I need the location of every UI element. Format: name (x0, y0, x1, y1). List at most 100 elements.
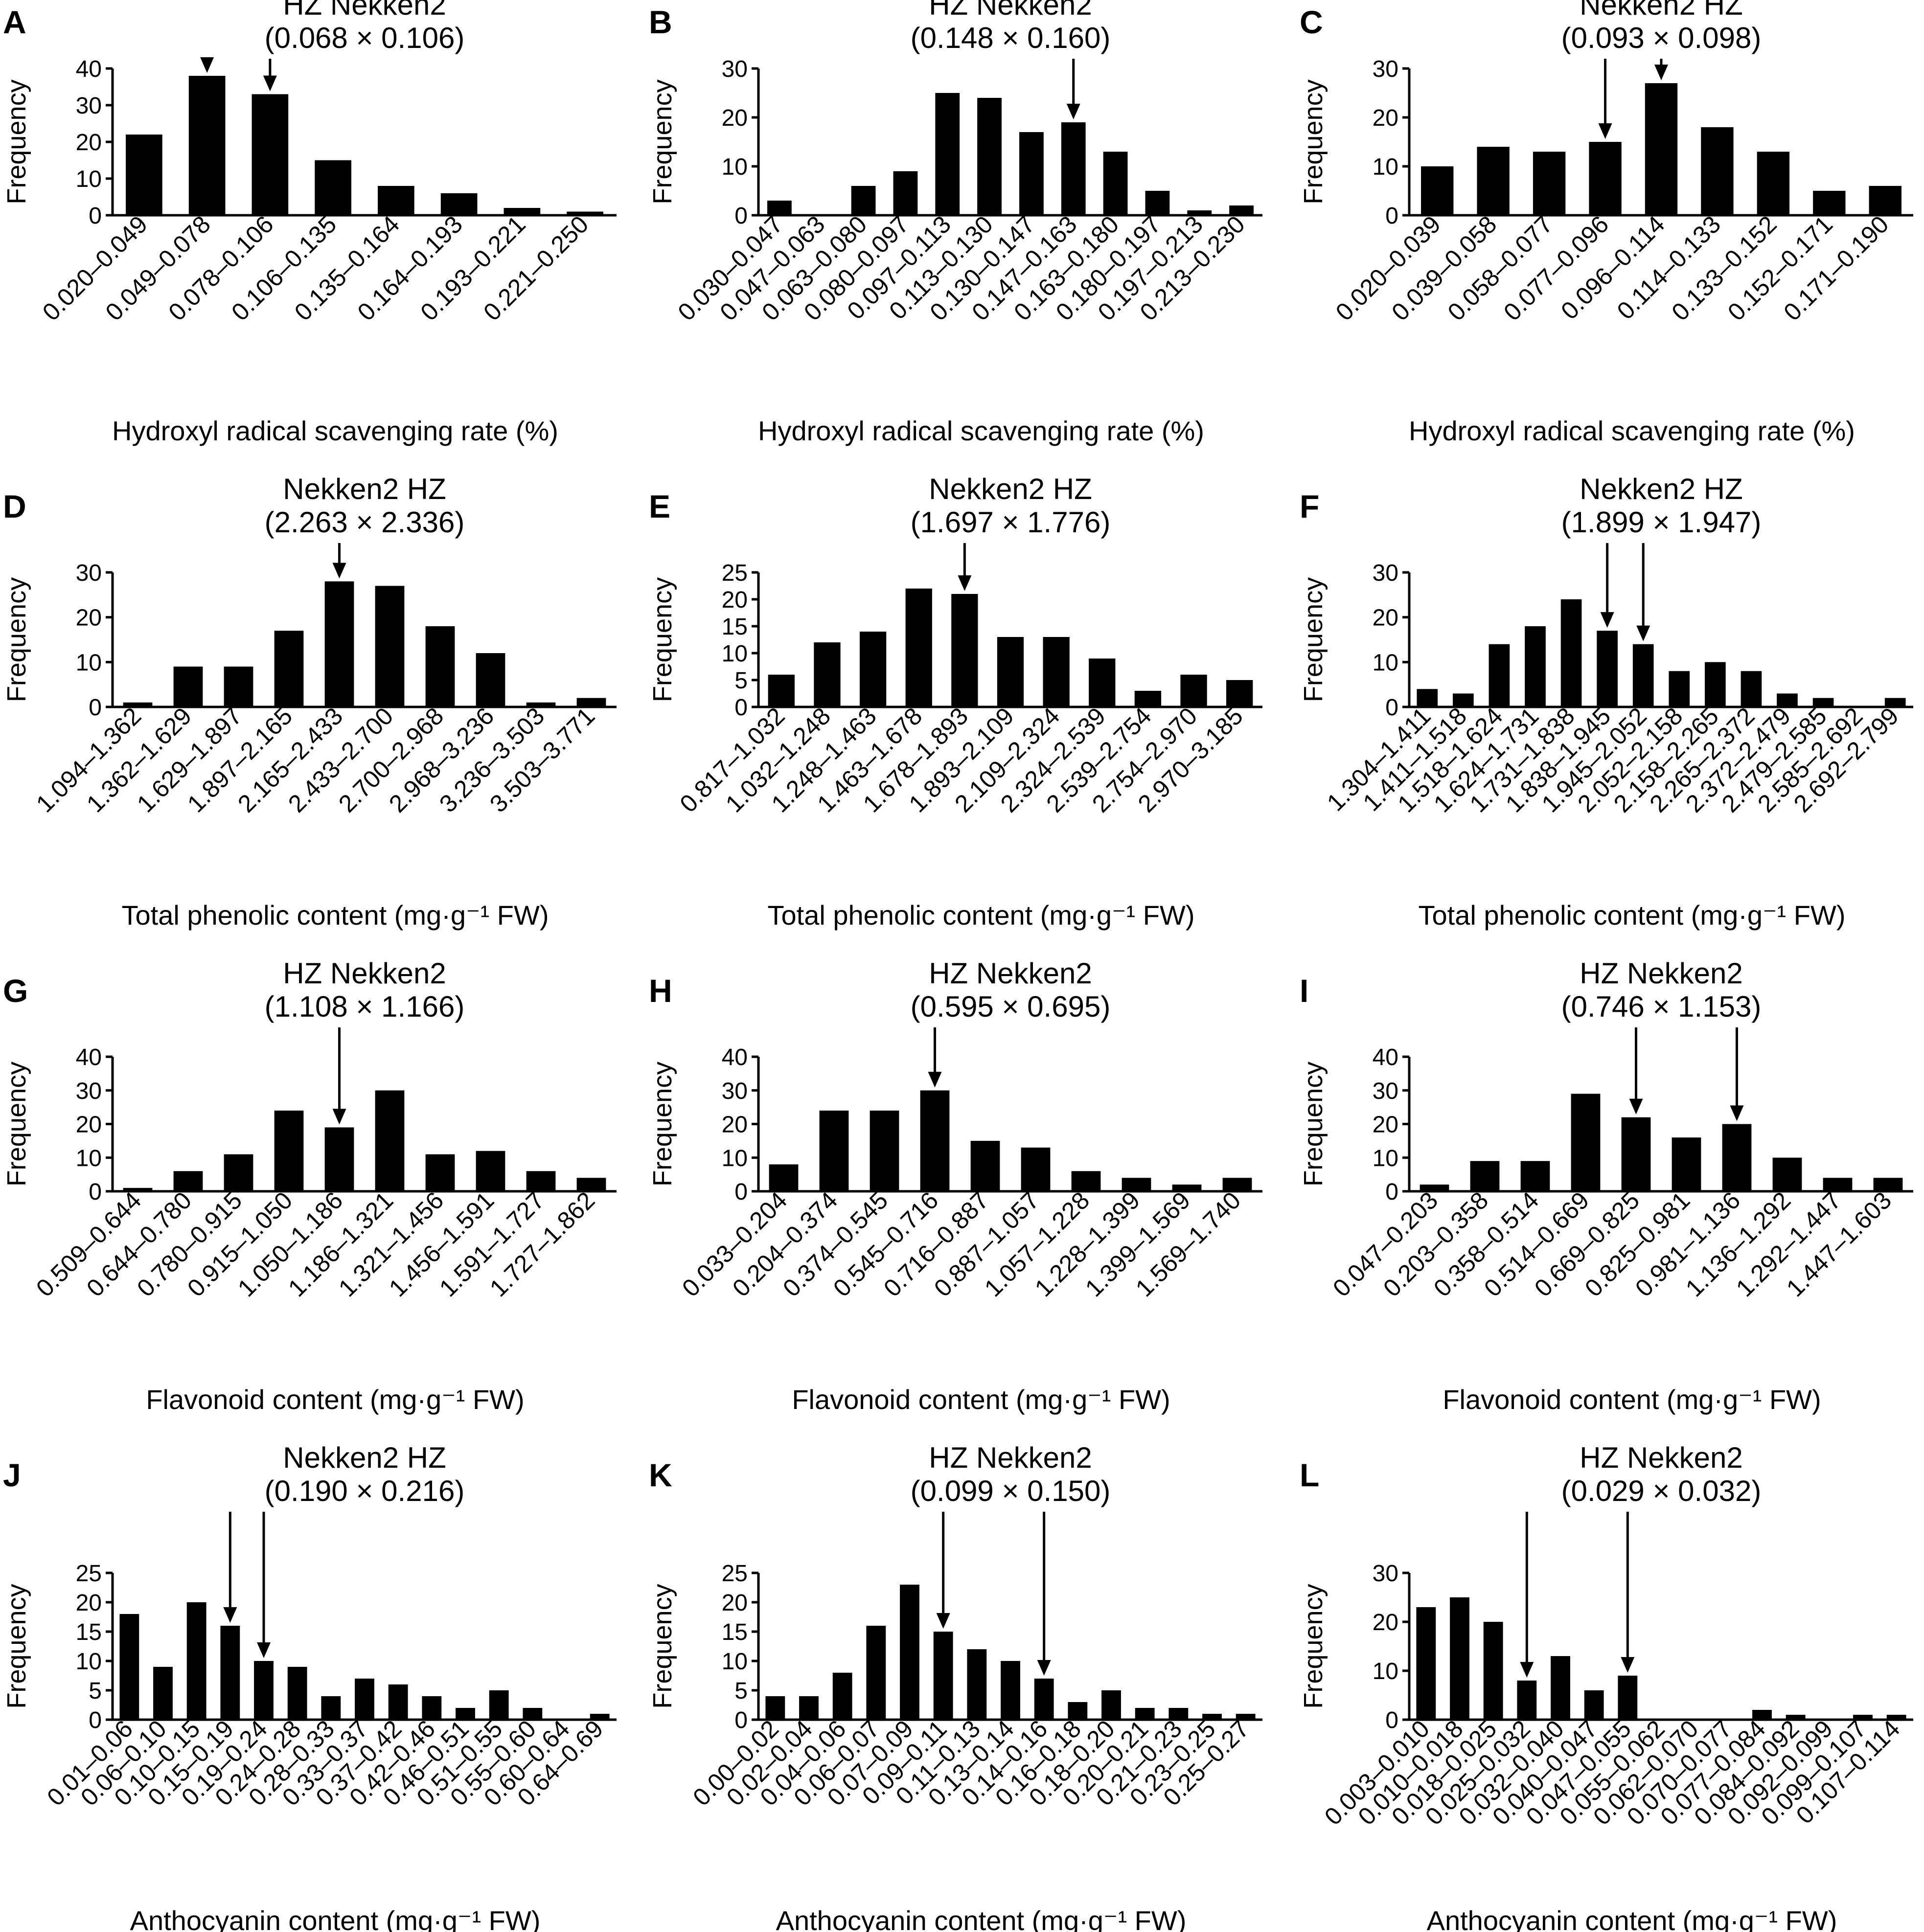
x-axis-title: Hydroxyl radical scavenging rate (%) (112, 415, 558, 446)
bar (1551, 1656, 1570, 1720)
bar (1669, 671, 1690, 707)
bar (252, 94, 289, 215)
annotation-values: (0.068 × 0.106) (265, 22, 465, 54)
bar (1489, 644, 1510, 707)
bar (1672, 1137, 1701, 1191)
y-axis-title: Frequency (2, 1062, 31, 1186)
bar (1134, 691, 1162, 707)
annotation-values: (0.029 × 0.032) (1561, 1475, 1762, 1507)
x-axis-title: Anthocyanin content (mg·g⁻¹ FW) (130, 1905, 541, 1932)
bar (1103, 152, 1128, 215)
bar (126, 135, 162, 215)
y-tick-label: 20 (76, 1590, 102, 1616)
annotation-names: Nekken2 HZ (283, 1441, 446, 1474)
bar (274, 1111, 304, 1191)
annotation-names: HZ Nekken2 (283, 957, 446, 990)
y-tick-label: 0 (734, 203, 748, 229)
panel-G: G HZ Nekken2(1.108 × 1.166) Frequency 0 10 20… (2, 957, 617, 1415)
bar (576, 1178, 606, 1191)
panel-label: B (649, 4, 672, 40)
bar (1229, 205, 1254, 215)
y-tick-label: 20 (76, 130, 102, 156)
bar (1061, 122, 1086, 215)
bar (1777, 693, 1798, 707)
y-tick-label: 30 (722, 56, 748, 82)
bar (1417, 689, 1438, 707)
annotation-values: (0.595 × 0.695) (911, 990, 1111, 1023)
bar (440, 193, 478, 215)
y-tick-label: 40 (1373, 1045, 1398, 1070)
arrow-head (200, 57, 214, 73)
x-axis-title: Flavonoid content (mg·g⁻¹ FW) (792, 1384, 1170, 1415)
bar (1477, 147, 1510, 215)
bar (1873, 1178, 1903, 1191)
bar (425, 1154, 455, 1191)
bar (859, 632, 887, 707)
bar (388, 1684, 408, 1720)
bar (799, 1696, 819, 1720)
annotation-names: HZ Nekken2 (1580, 957, 1742, 990)
y-axis-title: Frequency (1299, 1062, 1328, 1186)
bar (1645, 83, 1678, 215)
panel-label: G (3, 973, 28, 1009)
panel-F: F Nekken2 HZ(1.899 × 1.947) Frequency 0 10 20… (1299, 473, 1913, 931)
y-tick-label: 30 (1373, 56, 1398, 82)
bar (1869, 186, 1901, 215)
y-tick-label: 20 (76, 1112, 102, 1138)
panel-I: I HZ Nekken2(0.746 × 1.153) Frequency 0 10 20… (1299, 957, 1913, 1415)
bar (1001, 1661, 1020, 1720)
y-tick-label: 0 (89, 203, 102, 229)
bar (1584, 1690, 1604, 1720)
panel-J: J Nekken2 HZ(0.190 × 0.216) Frequency 0 5 10 1… (2, 1441, 617, 1932)
bar (967, 1649, 987, 1720)
bar (1483, 1622, 1503, 1720)
arrow-head (1066, 104, 1080, 119)
y-axis-title: Frequency (648, 1062, 677, 1186)
bar (220, 1626, 240, 1720)
bar (1597, 631, 1618, 707)
x-axis-title: Flavonoid content (mg·g⁻¹ FW) (1443, 1384, 1821, 1415)
panel-B: B HZ Nekken2(0.148 × 0.160) Frequency 0 10 20… (648, 0, 1262, 446)
bar (866, 1626, 886, 1720)
bar (1021, 1147, 1051, 1191)
bar (1571, 1093, 1601, 1191)
arrow-head (1730, 1105, 1744, 1121)
y-axis-title: Frequency (1299, 79, 1328, 204)
bar (355, 1679, 374, 1720)
arrow-head (1598, 123, 1612, 139)
panel-label: A (3, 4, 26, 40)
bar (1453, 693, 1474, 707)
arrow-head (257, 1642, 271, 1658)
y-axis-title: Frequency (648, 1584, 677, 1708)
x-axis-title: Total phenolic content (mg·g⁻¹ FW) (122, 900, 549, 931)
bar (504, 208, 541, 215)
y-tick-label: 30 (76, 1078, 102, 1104)
y-tick-label: 40 (76, 56, 102, 82)
bar (870, 1111, 899, 1191)
bar (765, 1696, 785, 1720)
annotation-values: (2.263 × 2.336) (265, 506, 465, 539)
annotation-values: (1.899 × 1.947) (1561, 506, 1762, 539)
bar (851, 186, 876, 215)
arrow-head (1654, 65, 1668, 80)
x-axis-title: Anthocyanin content (mg·g⁻¹ FW) (1427, 1905, 1837, 1932)
x-axis-title: Hydroxyl radical scavenging rate (%) (758, 415, 1204, 446)
bar (123, 702, 153, 707)
bar (456, 1708, 475, 1720)
annotation-names: HZ Nekken2 (929, 957, 1092, 990)
bar (1533, 152, 1566, 215)
bar (1886, 1715, 1906, 1720)
bar (1420, 1184, 1449, 1191)
y-tick-label: 10 (722, 1649, 748, 1675)
y-axis-title: Frequency (2, 577, 31, 702)
annotation-values: (0.148 × 0.160) (911, 22, 1111, 54)
bar (1786, 1715, 1806, 1720)
bar (1560, 599, 1582, 707)
bar (819, 1111, 849, 1191)
bar (476, 1151, 505, 1191)
bar (1145, 191, 1170, 215)
y-axis-title: Frequency (648, 577, 677, 702)
bar (1722, 1124, 1752, 1191)
y-tick-label: 10 (722, 154, 748, 180)
annotation-values: (1.108 × 1.166) (265, 990, 465, 1023)
